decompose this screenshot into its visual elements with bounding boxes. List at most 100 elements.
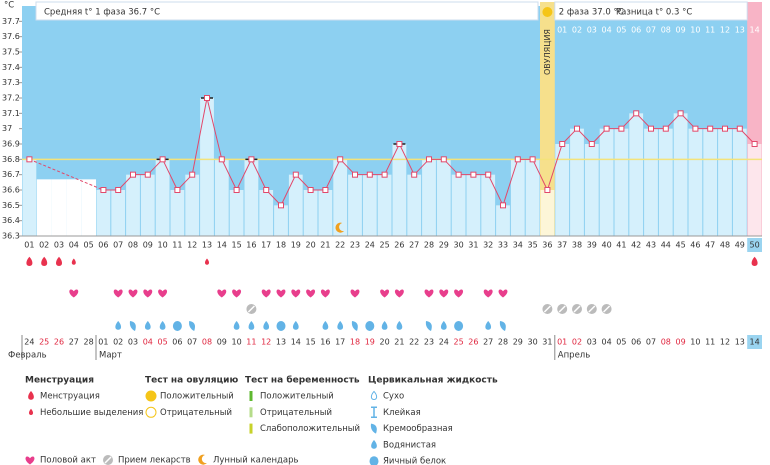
temperature-point — [115, 187, 122, 193]
date: 28 — [498, 338, 508, 347]
legend-icon — [145, 406, 157, 418]
fluid-icon — [159, 321, 166, 330]
cycle-day: 33 — [498, 241, 508, 250]
temperature-column — [510, 159, 525, 236]
temperature-point — [233, 187, 240, 193]
legend-item: Лунный календарь — [213, 456, 299, 465]
date: 29 — [513, 338, 523, 347]
temperature-point — [633, 110, 640, 117]
cycle-day: 27 — [409, 241, 419, 250]
temperature-column — [318, 190, 333, 236]
date: 30 — [528, 338, 538, 347]
temperature-point — [411, 171, 418, 178]
phase1-header — [35, 1, 539, 21]
temperature-column — [229, 190, 244, 236]
heart-icon — [25, 456, 35, 465]
legend-item: Менструация — [40, 392, 100, 402]
cycle-day: 32 — [483, 241, 493, 250]
temperature-column — [599, 128, 614, 236]
heart-icon — [158, 289, 168, 298]
temperature-point — [736, 125, 743, 132]
date: 08 — [202, 338, 212, 347]
cycle-day: 21 — [320, 241, 330, 250]
heart-icon — [320, 289, 330, 298]
date: 04 — [143, 338, 153, 347]
temperature-column — [170, 190, 185, 236]
difference-summary: Разница t° 0.3 °C — [616, 8, 692, 18]
cycle-day: 22 — [335, 241, 345, 250]
legend-item: Половой акт — [40, 456, 96, 465]
fluid-icon — [365, 321, 375, 331]
cycle-day: 48 — [720, 241, 730, 250]
cycle-day: 47 — [705, 241, 715, 250]
y-tick-label: 36.5 — [2, 201, 20, 210]
phase2-day: 02 — [572, 26, 582, 35]
date: 05 — [158, 338, 168, 347]
temperature-point — [500, 202, 506, 209]
date: 11 — [246, 338, 256, 347]
temperature-point — [722, 125, 728, 132]
date: 03 — [587, 338, 597, 347]
heart-icon — [394, 289, 404, 298]
date: 11 — [705, 338, 715, 347]
cycle-day: 23 — [350, 241, 360, 250]
cycle-day: 24 — [365, 241, 375, 250]
date: 02 — [572, 338, 582, 347]
temperature-column — [348, 174, 362, 236]
pill-slash — [573, 305, 581, 313]
fluid-icon — [115, 321, 122, 330]
temperature-column — [466, 174, 481, 236]
temperature-point — [26, 156, 33, 163]
temperature-column — [673, 113, 688, 236]
fluid-icon — [337, 321, 344, 330]
cycle-day: 17 — [261, 241, 271, 250]
temperature-point — [159, 156, 166, 163]
temperature-column — [303, 190, 318, 236]
cycle-day: 13 — [202, 241, 212, 250]
empty-day — [51, 179, 67, 236]
temperature-point — [529, 156, 536, 163]
date: 21 — [394, 338, 404, 347]
cycle-day: 50 — [750, 241, 760, 250]
cycle-day: 31 — [468, 241, 478, 250]
cycle-day: 41 — [616, 241, 626, 250]
fluid-icon — [189, 321, 196, 331]
legend-item: Кремообразная — [383, 424, 453, 434]
phase2-day: 04 — [602, 26, 612, 35]
cycle-day: 19 — [291, 241, 301, 250]
temperature-point — [677, 110, 684, 117]
cycle-day: 29 — [439, 241, 449, 250]
legend-title: Тест на овуляцию — [145, 376, 238, 386]
temperature-point — [618, 125, 625, 132]
legend-icon — [249, 423, 253, 434]
temperature-point — [485, 171, 492, 178]
temperature-point — [366, 171, 373, 178]
date: 04 — [602, 338, 612, 347]
temperature-point — [426, 156, 432, 163]
pill-slash — [247, 305, 255, 313]
temperature-point — [352, 171, 358, 178]
temperature-column — [732, 128, 747, 236]
temperature-column — [747, 144, 762, 236]
y-tick-label: 37 — [2, 124, 12, 133]
temperature-point — [218, 156, 225, 163]
temperature-point — [707, 125, 714, 132]
bleeding-icon — [751, 256, 758, 266]
legend-icon — [371, 406, 377, 419]
temperature-point — [381, 171, 388, 178]
heart-icon — [232, 289, 242, 298]
bleeding-icon — [71, 258, 76, 265]
temperature-point — [248, 156, 255, 163]
cycle-day: 08 — [128, 241, 138, 250]
fluid-icon — [454, 321, 464, 331]
pill-slash — [588, 305, 596, 313]
date: 28 — [84, 338, 94, 347]
heart-icon — [454, 289, 464, 298]
date: 26 — [54, 338, 64, 347]
date: 06 — [631, 338, 641, 347]
heart-icon — [350, 289, 360, 298]
temperature-column — [629, 113, 644, 236]
temperature-column — [333, 159, 348, 236]
temperature-column — [214, 159, 229, 236]
cycle-day: 37 — [557, 241, 567, 250]
